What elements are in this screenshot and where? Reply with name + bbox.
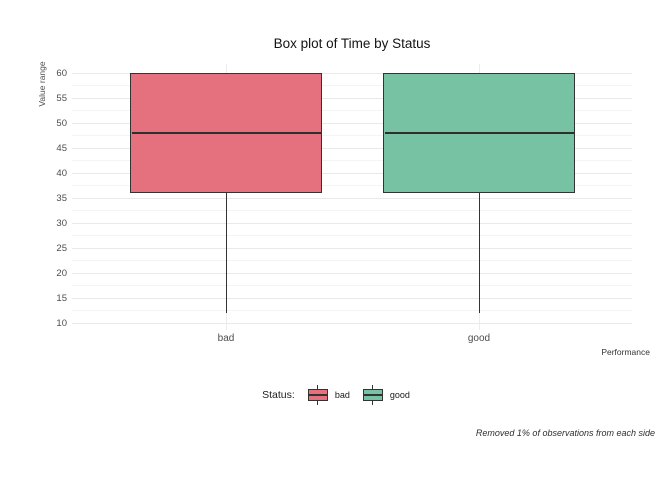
gridline-major: [72, 222, 632, 224]
legend-swatch-median: [362, 394, 383, 396]
legend-title: Status:: [262, 389, 295, 401]
gridline-minor: [72, 185, 632, 186]
gridline-major: [72, 72, 632, 74]
legend-item: good: [362, 385, 410, 405]
gridline-minor: [72, 210, 632, 211]
gridline-major: [72, 122, 632, 124]
y-tick-label: 10: [56, 317, 67, 329]
y-tick-label: 35: [56, 192, 67, 204]
gridline-minor: [72, 135, 632, 136]
gridline-minor: [72, 235, 632, 236]
gridline-major: [72, 97, 632, 99]
gridline-minor: [72, 85, 632, 86]
y-tick-label: 20: [56, 267, 67, 279]
y-tick-label: 30: [56, 217, 67, 229]
gridline-major: [72, 197, 632, 199]
legend-boxplot-swatch-good: [362, 385, 384, 405]
gridline-major: [72, 297, 632, 299]
whisker-lower-good: [478, 193, 480, 313]
y-tick-label: 55: [56, 92, 67, 104]
x-axis-title: Performance: [601, 347, 650, 357]
gridline-minor: [72, 160, 632, 161]
legend-item: bad: [307, 385, 350, 405]
median-line-good: [384, 131, 574, 135]
gridline-minor: [72, 285, 632, 286]
gridline-minor: [72, 310, 632, 311]
x-tick-label: good: [467, 333, 491, 344]
gridline-minor: [72, 260, 632, 261]
gridline-major: [72, 272, 632, 274]
x-tick-label: bad: [217, 333, 235, 344]
legend: Status: bad good: [0, 383, 672, 407]
y-tick-label: 40: [56, 167, 67, 179]
caption-note: Removed 1% of observations from each sid…: [475, 428, 655, 438]
legend-boxplot-swatch-bad: [307, 385, 329, 405]
y-tick-label: 60: [56, 67, 67, 79]
gridline-major: [72, 322, 632, 324]
gridline-minor: [72, 110, 632, 111]
y-tick-label: 45: [56, 142, 67, 154]
median-line-bad: [131, 131, 321, 135]
chart-title: Box plot of Time by Status: [273, 36, 431, 51]
y-tick-label: 15: [56, 292, 67, 304]
y-tick-label: 25: [56, 242, 67, 254]
gridline-major: [72, 147, 632, 149]
legend-item-label: bad: [334, 390, 350, 400]
plot-panel: [72, 64, 632, 330]
legend-item-label: good: [389, 390, 410, 400]
gridline-major: [72, 247, 632, 249]
legend-swatch-median: [307, 394, 328, 396]
whisker-lower-bad: [225, 193, 227, 313]
y-tick-label: 50: [56, 117, 67, 129]
gridline-major: [72, 172, 632, 174]
